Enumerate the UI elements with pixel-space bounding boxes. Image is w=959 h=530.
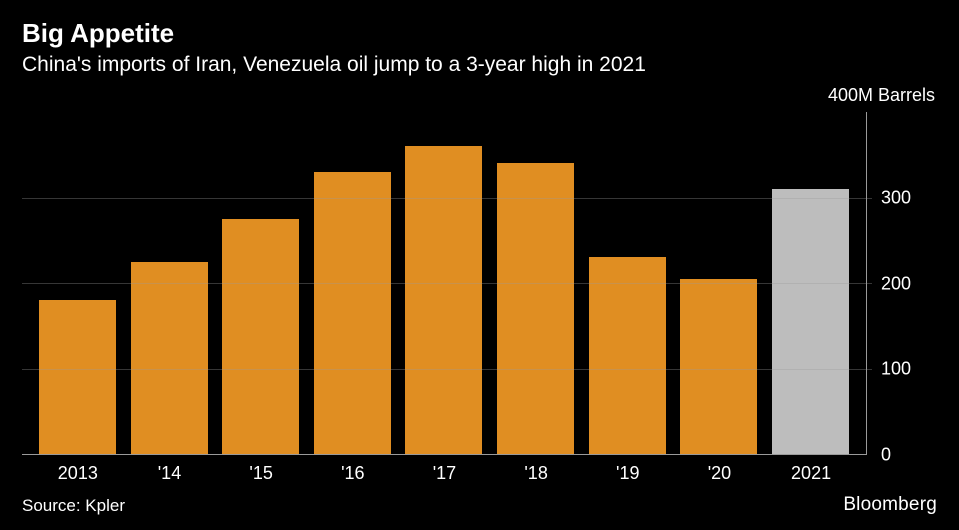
gridline <box>22 283 872 284</box>
x-axis: 2013 '14 '15 '16 '17 '18 '19 '20 2021 <box>22 455 867 484</box>
chart-footer: Source: Kpler Bloomberg <box>22 494 937 516</box>
bar <box>39 300 116 454</box>
bar <box>497 163 574 454</box>
source-text: Source: Kpler <box>22 496 125 516</box>
y-tick-label: 0 <box>881 445 891 466</box>
y-axis-title: 400M Barrels <box>22 85 937 106</box>
bar <box>772 189 849 454</box>
x-tick-label: '15 <box>223 463 300 484</box>
y-tick-label: 200 <box>881 273 911 294</box>
y-tick-label: 300 <box>881 187 911 208</box>
bar <box>405 146 482 454</box>
x-tick-label: '17 <box>406 463 483 484</box>
x-tick-label: '19 <box>589 463 666 484</box>
x-tick-label: '16 <box>314 463 391 484</box>
brand-text: Bloomberg <box>843 494 937 516</box>
x-tick-label: '14 <box>131 463 208 484</box>
bar <box>589 257 666 454</box>
gridline <box>22 198 872 199</box>
x-tick-label: '18 <box>498 463 575 484</box>
x-tick-label: 2013 <box>39 463 116 484</box>
plot-row: 0100200300 <box>22 112 937 455</box>
chart-container: 400M Barrels 0 100 200 300 2013 '14 '15 '16 '17… <box>22 85 937 484</box>
bar <box>314 172 391 454</box>
gridline <box>22 369 872 370</box>
bar <box>222 219 299 454</box>
y-tick-label: 100 <box>881 359 911 380</box>
plot-area <box>22 112 867 455</box>
bar <box>131 262 208 454</box>
x-tick-label: 2021 <box>773 463 850 484</box>
chart-title: Big Appetite <box>22 18 937 49</box>
y-axis: 0100200300 <box>867 112 937 455</box>
bar <box>680 279 757 454</box>
x-tick-label: '20 <box>681 463 758 484</box>
chart-subtitle: China's imports of Iran, Venezuela oil j… <box>22 53 937 77</box>
